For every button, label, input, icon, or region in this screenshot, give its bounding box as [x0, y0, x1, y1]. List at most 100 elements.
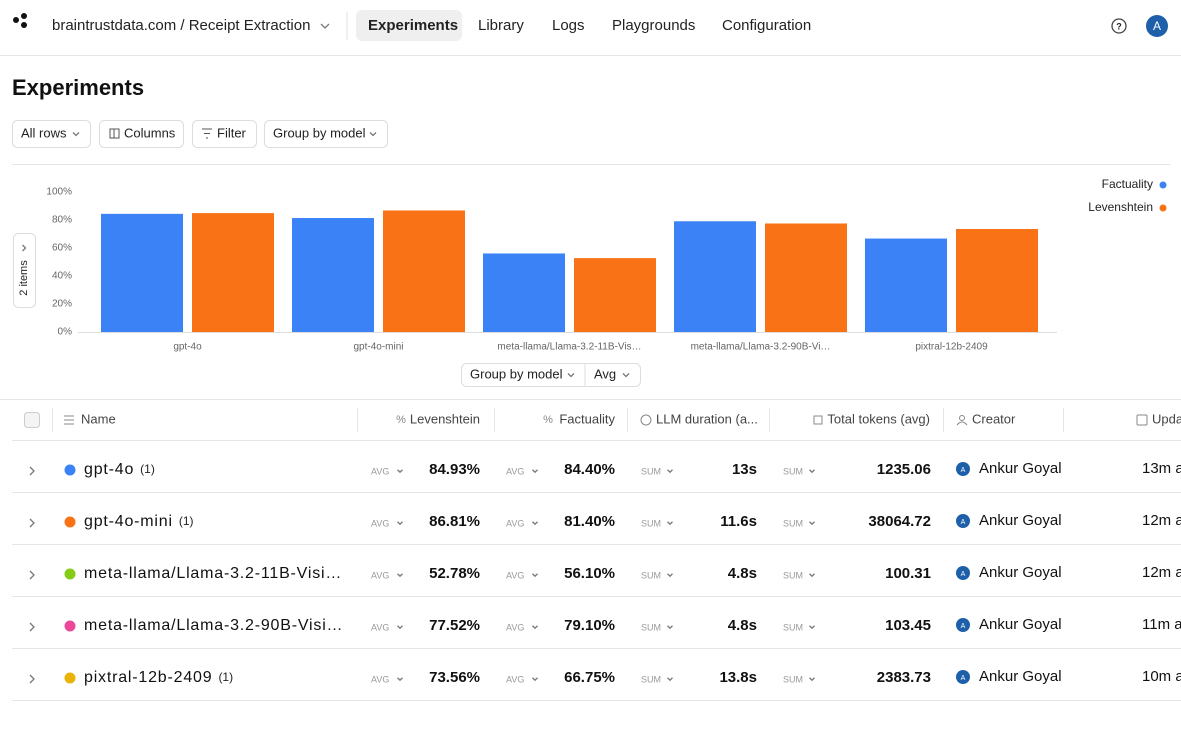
collapse-button[interactable]	[13, 233, 36, 308]
expand-chevron[interactable]	[29, 622, 35, 632]
aggregate-label[interactable]: SUM	[641, 622, 661, 632]
y-tick-label: 0%	[58, 327, 73, 338]
aggregate-label[interactable]: SUM	[783, 518, 803, 528]
y-tick-label: 80%	[52, 215, 72, 226]
aggregate-label[interactable]: AVG	[506, 674, 524, 684]
aggregate-label[interactable]: SUM	[641, 466, 661, 476]
row-color-dot	[64, 672, 76, 684]
user-avatar[interactable]	[1146, 15, 1168, 37]
legend-swatch	[1159, 204, 1167, 212]
aggregate-label[interactable]: SUM	[783, 622, 803, 632]
aggregate-label[interactable]: SUM	[641, 570, 661, 580]
calendar-icon	[1136, 414, 1148, 426]
cell-value: 84.93%	[429, 461, 480, 478]
aggregate-label[interactable]: AVG	[506, 622, 524, 632]
nav-tab[interactable]: Playgrounds	[612, 17, 695, 34]
avatar-letter: A	[1153, 19, 1161, 33]
collapse-label: 2 items	[18, 260, 30, 296]
aggregate-chevron	[667, 677, 673, 682]
expand-chevron[interactable]	[29, 466, 35, 476]
chart-select[interactable]	[461, 363, 641, 387]
creator-name: Ankur Goyal	[979, 564, 1062, 581]
aggregate-label[interactable]: AVG	[371, 674, 389, 684]
cell-value: 66.75%	[564, 669, 615, 686]
cell-value: 86.81%	[429, 513, 480, 530]
cell-value: 38064.72	[868, 513, 931, 530]
aggregate-label[interactable]: SUM	[641, 674, 661, 684]
cell-value: 13s	[732, 461, 757, 478]
aggregate-label[interactable]: AVG	[371, 466, 389, 476]
toolbar-button[interactable]	[192, 120, 257, 148]
expand-chevron[interactable]	[29, 570, 35, 580]
toolbar-button[interactable]	[264, 120, 388, 148]
row-count: (1)	[218, 670, 233, 684]
row-name[interactable]: pixtral-12b-2409	[84, 669, 212, 686]
expand-chevron[interactable]	[29, 674, 35, 684]
cell-value: 73.56%	[429, 669, 480, 686]
cell-value: 103.45	[885, 617, 931, 634]
logo-dot	[21, 13, 27, 19]
legend-label: Levenshtein	[1088, 200, 1153, 214]
nav-tab[interactable]: Experiments	[368, 17, 458, 34]
row-name[interactable]: gpt-4o-mini	[84, 513, 173, 530]
aggregate-label[interactable]: AVG	[506, 466, 524, 476]
aggregate-label[interactable]: AVG	[371, 518, 389, 528]
toolbar-button[interactable]	[12, 120, 91, 148]
updated-time: 12m ago	[1142, 564, 1181, 581]
nav-tab[interactable]: Library	[478, 17, 524, 34]
row-name[interactable]: gpt-4o	[84, 461, 134, 478]
toolbar-button[interactable]	[99, 120, 184, 148]
cell-value: 79.10%	[564, 617, 615, 634]
aggregate-chevron	[809, 469, 815, 474]
row-name[interactable]: meta-llama/Llama-3.2-11B-Visi…	[84, 565, 342, 582]
aggregate-label[interactable]: AVG	[506, 570, 524, 580]
creator-icon	[959, 415, 965, 421]
group-by-select[interactable]: Group by model	[470, 366, 563, 381]
aggregate-label[interactable]: SUM	[783, 570, 803, 580]
cell-value: 56.10%	[564, 565, 615, 582]
aggregate-label[interactable]: AVG	[506, 518, 524, 528]
column-header[interactable]: LLM duration (a...	[656, 411, 758, 426]
row-name[interactable]: meta-llama/Llama-3.2-90B-Visi…	[84, 617, 343, 634]
select-all-checkbox[interactable]	[24, 412, 40, 428]
aggregate-label[interactable]: SUM	[641, 518, 661, 528]
column-header[interactable]: Name	[81, 411, 116, 426]
nav-tab[interactable]: Logs	[552, 17, 585, 34]
aggregate-label[interactable]: SUM	[783, 674, 803, 684]
cell-value: 13.8s	[719, 669, 757, 686]
aggregate-chevron	[397, 625, 403, 630]
project-selector[interactable]: braintrustdata.com / Receipt Extraction	[52, 17, 310, 34]
collapse-chevron	[22, 244, 27, 252]
aggregate-chevron	[667, 521, 673, 526]
creator-avatar-letter: A	[961, 675, 966, 682]
percent-icon: %	[543, 414, 553, 426]
creator-avatar-letter: A	[961, 571, 966, 578]
dropdown-chevron	[622, 373, 630, 378]
row-color-dot	[64, 516, 76, 528]
row-color-dot	[64, 568, 76, 580]
aggregate-chevron	[532, 677, 538, 682]
aggregate-label[interactable]: AVG	[371, 570, 389, 580]
legend-swatch	[1159, 181, 1167, 189]
bar	[765, 223, 847, 332]
aggregate-label[interactable]: SUM	[783, 466, 803, 476]
help-icon[interactable]	[1111, 18, 1127, 34]
column-header[interactable]: Updated	[1152, 411, 1181, 426]
aggregate-chevron	[397, 677, 403, 682]
aggregate-select[interactable]: Avg	[594, 366, 616, 381]
expand-chevron[interactable]	[29, 518, 35, 528]
column-header[interactable]: Factuality	[559, 411, 615, 426]
x-tick-label: gpt-4o	[173, 342, 202, 353]
column-header[interactable]: Creator	[972, 411, 1016, 426]
x-tick-label: gpt-4o-mini	[353, 342, 403, 353]
aggregate-label[interactable]: AVG	[371, 622, 389, 632]
creator-avatar-letter: A	[961, 467, 966, 474]
y-tick-label: 20%	[52, 299, 72, 310]
column-header[interactable]: Total tokens (avg)	[827, 411, 930, 426]
column-header[interactable]: Levenshtein	[410, 411, 480, 426]
creator-avatar	[956, 514, 970, 528]
nav-tab[interactable]: Configuration	[722, 17, 811, 34]
aggregate-chevron	[809, 677, 815, 682]
y-tick-label: 60%	[52, 243, 72, 254]
